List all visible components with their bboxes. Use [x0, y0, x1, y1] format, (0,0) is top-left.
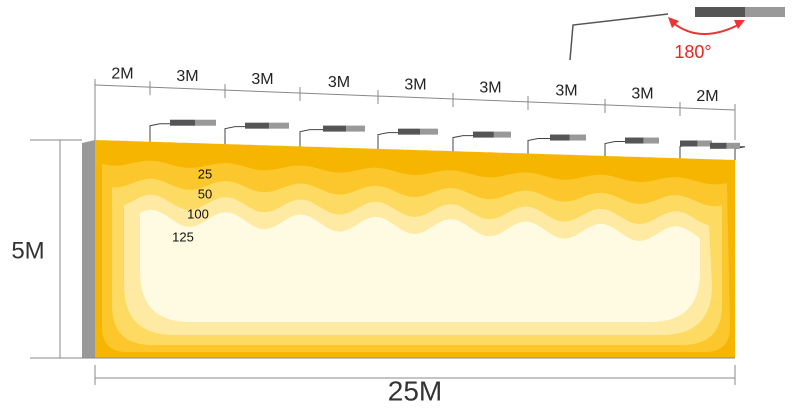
spacing-label: 3M — [176, 68, 198, 85]
contour-label: 25 — [198, 166, 212, 181]
fixture-head — [697, 140, 712, 147]
fixture-body — [550, 134, 570, 141]
length-label: 25M — [388, 375, 442, 406]
fixture-body — [695, 7, 745, 17]
pole — [527, 138, 555, 154]
fixture-head — [346, 125, 365, 132]
street-light — [224, 122, 289, 145]
rotation-label: 180° — [674, 42, 711, 62]
pole — [149, 123, 175, 142]
fixture-body — [680, 140, 698, 147]
pole — [604, 141, 630, 156]
illuminance-contours — [95, 140, 735, 358]
spacing-dimension — [94, 84, 736, 111]
spacing-label: 3M — [251, 71, 273, 88]
pole — [224, 126, 250, 145]
contour-band — [140, 209, 700, 322]
street-light — [710, 142, 746, 160]
height-label: 5M — [11, 237, 44, 264]
fixture-body — [398, 128, 420, 135]
arrow-head — [734, 20, 745, 29]
arrow-head — [668, 17, 679, 28]
pole — [452, 135, 478, 152]
fixture-head — [569, 134, 586, 141]
fixture-head — [269, 122, 289, 129]
fixture-body — [625, 137, 644, 144]
rotation-icon: 180° — [569, 7, 785, 62]
street-light — [679, 140, 712, 159]
dimension-lines — [30, 79, 736, 385]
rotation-arrow — [671, 21, 741, 35]
spacing-label: 3M — [479, 80, 501, 97]
spacing-label: 2M — [696, 88, 718, 105]
fixture-head — [643, 137, 659, 144]
street-light — [377, 128, 438, 149]
fixture-body — [710, 142, 727, 149]
spacing-label: 3M — [555, 83, 577, 100]
fixture-body — [473, 131, 494, 138]
fixture-body — [245, 122, 270, 129]
fixture-body — [170, 119, 196, 126]
spacing-label: 3M — [404, 77, 426, 94]
spacing-label: 2M — [111, 65, 133, 82]
spacing-label: 3M — [328, 74, 350, 91]
fixture-head — [420, 128, 438, 135]
street-light — [452, 131, 511, 152]
fixture-body — [323, 125, 347, 132]
pole — [377, 132, 403, 149]
pole — [679, 143, 691, 159]
fixture-head — [195, 119, 216, 126]
spacing-label: 3M — [631, 86, 653, 103]
pole — [299, 129, 328, 147]
pole — [569, 13, 669, 61]
contour-label: 50 — [198, 186, 212, 201]
fixture-head — [493, 131, 511, 138]
street-light — [149, 119, 216, 142]
street-light — [527, 134, 586, 154]
street-light — [604, 137, 659, 156]
contour-label: 100 — [187, 206, 209, 221]
contour-label: 125 — [172, 229, 194, 244]
wall-side — [82, 140, 95, 358]
fixture-head — [745, 7, 785, 17]
street-light — [299, 125, 365, 147]
fixture-head — [726, 142, 740, 149]
